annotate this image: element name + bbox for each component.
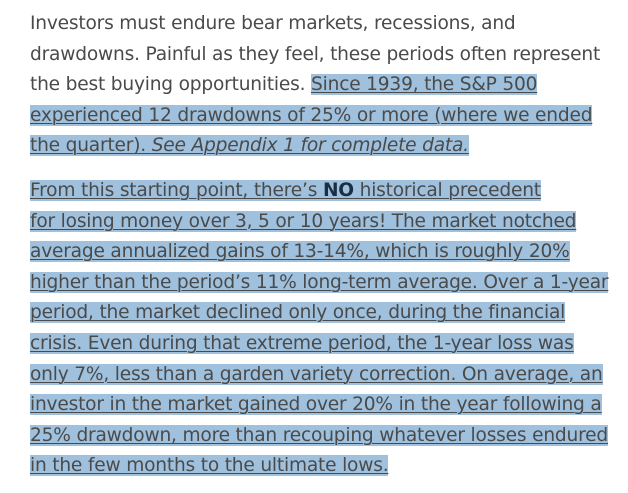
highlighted-text[interactable]: From this starting point, there’s <box>30 179 323 201</box>
highlighted-text[interactable]: average annualized gains of 13-14%, whic… <box>30 241 570 263</box>
highlighted-text[interactable]: historical precedent <box>353 179 541 201</box>
emphasis-no[interactable]: NO <box>322 179 354 201</box>
paragraph-1: Investors must endure bear markets, rece… <box>30 9 628 162</box>
text-line: drawdowns. Painful as they feel, these p… <box>30 43 601 65</box>
appendix-note[interactable]: See Appendix 1 for complete data. <box>151 135 469 157</box>
paragraph-2: From this starting point, there’s NO his… <box>30 176 628 482</box>
text-line: in the few months to the ultimate lows. <box>30 451 628 482</box>
highlighted-text[interactable]: for losing money over 3, 5 or 10 years! … <box>30 210 577 232</box>
text-line: Investors must endure bear markets, rece… <box>30 13 516 34</box>
highlighted-text[interactable]: crisis. Even during that extreme period,… <box>30 332 574 354</box>
text-line: the quarter). See Appendix 1 for complet… <box>30 131 628 162</box>
highlighted-text[interactable]: only 7%, less than a garden variety corr… <box>30 363 603 385</box>
text-line: experienced 12 drawdowns of 25% or more … <box>30 101 628 132</box>
highlighted-text[interactable]: Since 1939, the S&P 500 <box>311 74 538 96</box>
text-line: 25% drawdown, more than recouping whatev… <box>30 421 628 452</box>
highlighted-text[interactable]: period, the market declined only once, d… <box>30 302 566 324</box>
text-line: From this starting point, there’s NO his… <box>30 176 628 207</box>
highlighted-text[interactable]: investor in the market gained over 20% i… <box>30 394 602 416</box>
text-line: for losing money over 3, 5 or 10 years! … <box>30 207 628 238</box>
text-line: only 7%, less than a garden variety corr… <box>30 360 628 391</box>
text-line: crisis. Even during that extreme period,… <box>30 329 628 360</box>
highlighted-text[interactable]: in the few months to the ultimate lows. <box>30 455 389 477</box>
highlighted-text[interactable]: higher than the period’s 11% long-term a… <box>30 271 609 293</box>
highlighted-text[interactable]: 25% drawdown, more than recouping whatev… <box>30 424 608 446</box>
article-body: Investors must endure bear markets, rece… <box>30 9 628 482</box>
text-line: higher than the period’s 11% long-term a… <box>30 268 628 299</box>
text-plain: the best buying opportunities. <box>30 74 312 96</box>
text-line: the best buying opportunities. Since 193… <box>30 70 628 101</box>
text-line: period, the market declined only once, d… <box>30 298 628 329</box>
text-line: average annualized gains of 13-14%, whic… <box>30 237 628 268</box>
highlighted-text[interactable]: the quarter). <box>30 135 152 157</box>
highlighted-text[interactable]: experienced 12 drawdowns of 25% or more … <box>30 104 593 126</box>
text-line: investor in the market gained over 20% i… <box>30 390 628 421</box>
